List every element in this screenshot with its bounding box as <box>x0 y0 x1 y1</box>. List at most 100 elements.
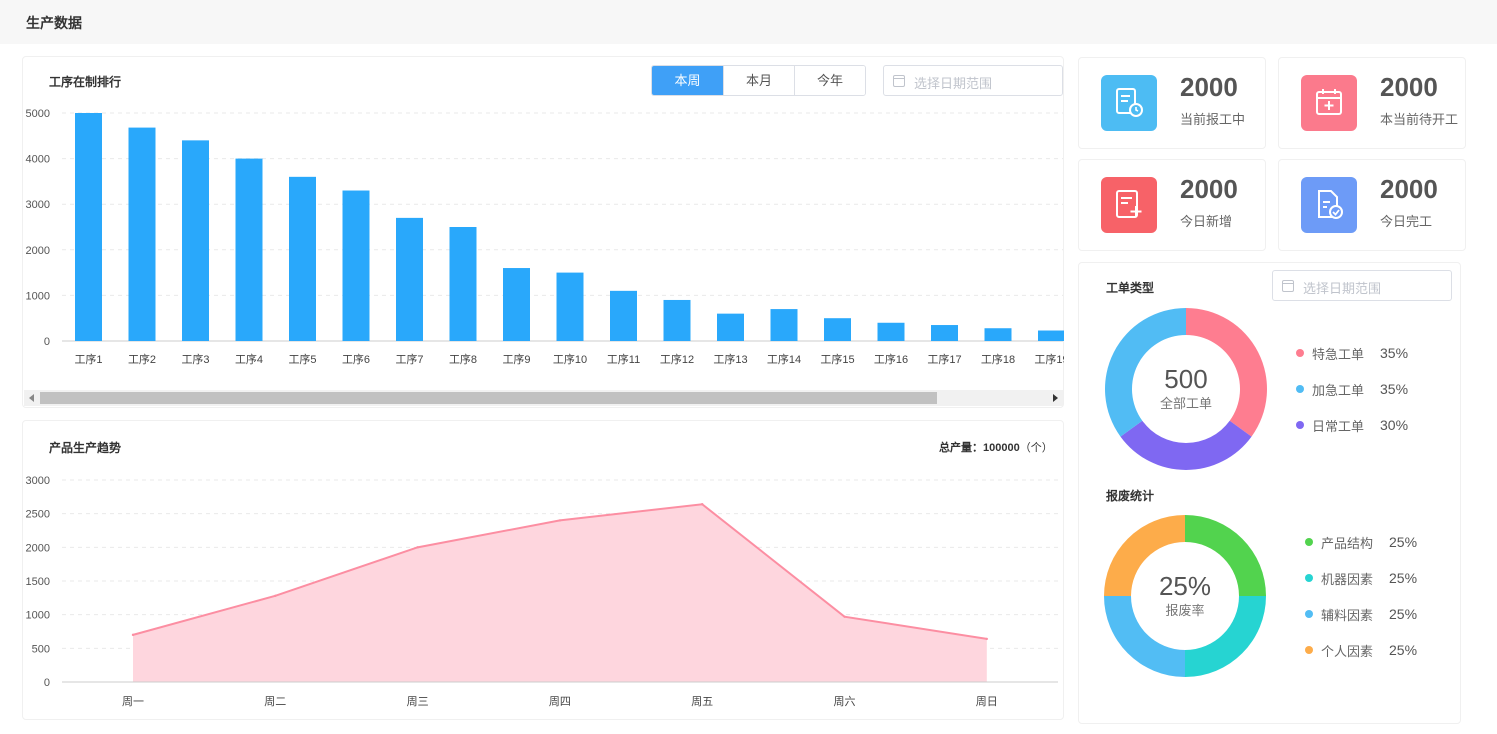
bar <box>1038 330 1064 341</box>
legend-label: 机器因素 <box>1321 571 1374 587</box>
stat-completed-today[interactable]: 2000 今日完工 <box>1278 159 1466 251</box>
trend-title: 产品生产趋势 <box>49 441 122 455</box>
bar <box>449 227 477 341</box>
bar <box>396 217 423 341</box>
donut-slice <box>1185 515 1266 596</box>
calendar-plus-icon <box>1316 89 1342 115</box>
order-type-donut-chart: 500 全部工单 <box>1105 308 1267 470</box>
bar-y-tick-label: 4000 <box>26 154 50 166</box>
bar-y-tick-label: 5000 <box>26 108 50 120</box>
legend-item[interactable]: 个人因素 25% <box>1305 632 1417 668</box>
legend-value: 35% <box>1380 381 1409 397</box>
legend-item[interactable]: 日常工单 30% <box>1296 407 1408 443</box>
legend-label: 产品结构 <box>1321 535 1374 551</box>
bar <box>931 325 958 341</box>
bar <box>770 309 798 341</box>
period-tab-year[interactable]: 今年 <box>794 66 865 95</box>
legend-value: 35% <box>1380 345 1409 361</box>
bar-x-tick-label: 工序3 <box>181 352 209 366</box>
bar <box>289 176 316 341</box>
bar-x-tick-label: 工序7 <box>395 352 423 366</box>
total-output-unit: （个） <box>1019 442 1053 454</box>
bar-x-tick-label: 工序2 <box>128 352 156 366</box>
scroll-right-arrow-icon[interactable] <box>1053 394 1058 402</box>
donut-center-value: 500 <box>1164 364 1207 394</box>
donut-slice <box>1186 308 1267 437</box>
legend-item[interactable]: 机器因素 25% <box>1305 560 1417 596</box>
order-type-legend: 特急工单 35% 加急工单 35% 日常工单 30% <box>1296 335 1408 443</box>
total-output-value: 100000 <box>983 442 1020 454</box>
stat-new-value: 2000 <box>1180 174 1238 204</box>
scrollbar-thumb[interactable] <box>40 392 937 404</box>
trend-card <box>22 420 1064 720</box>
bar-x-tick-label: 工序9 <box>502 352 530 366</box>
total-output-label: 总产量： <box>939 442 983 454</box>
legend-dot-icon <box>1305 646 1313 654</box>
legend-label: 个人因素 <box>1321 643 1374 659</box>
bar-x-tick-label: 工序5 <box>288 352 316 366</box>
date-range-placeholder: 选择日期范围 <box>1303 281 1382 296</box>
legend-value: 25% <box>1389 606 1418 622</box>
stat-new-today[interactable]: 2000 今日新增 <box>1078 159 1266 251</box>
ranking-date-range-input[interactable]: 选择日期范围 <box>883 65 1063 96</box>
stat-new-label: 今日新增 <box>1180 214 1233 229</box>
legend-label: 特急工单 <box>1312 346 1365 362</box>
ranking-bar-chart: 0 1000 2000 3000 4000 5000 工序1 工序2 工序3 工序4 工序5 工序6 工… <box>26 108 1064 366</box>
bar <box>75 113 102 341</box>
bar-x-tick-label: 工序4 <box>235 352 263 366</box>
period-tab-month[interactable]: 本月 <box>723 66 794 95</box>
stat-pending-start[interactable]: 2000 本当前待开工 <box>1278 57 1466 149</box>
document-add-icon <box>1116 190 1142 218</box>
page-header: 生产数据 <box>0 0 1497 44</box>
legend-value: 25% <box>1389 642 1418 658</box>
legend-item[interactable]: 加急工单 35% <box>1296 371 1408 407</box>
legend-dot-icon <box>1305 538 1313 546</box>
document-check-icon <box>1318 190 1343 219</box>
scrap-title: 报废统计 <box>1106 489 1155 503</box>
legend-item[interactable]: 辅料因素 25% <box>1305 596 1417 632</box>
donut-center-value: 25% <box>1159 571 1211 601</box>
bar <box>235 158 263 341</box>
calendar-icon <box>893 75 905 87</box>
donut-center-label: 报废率 <box>1165 603 1204 618</box>
ranking-title: 工序在制排行 <box>49 75 122 89</box>
page-title: 生产数据 <box>26 15 82 31</box>
bar-y-tick-label: 0 <box>44 336 50 348</box>
bar <box>663 299 691 341</box>
stat-completed-icon-box <box>1301 177 1357 233</box>
calendar-icon <box>1282 280 1294 292</box>
legend-item[interactable]: 产品结构 25% <box>1305 524 1417 560</box>
bar <box>556 272 584 341</box>
bar-x-tick-label: 工序6 <box>342 352 370 366</box>
chart-horizontal-scrollbar[interactable] <box>24 390 1063 406</box>
donut-slice <box>1185 596 1266 677</box>
bar <box>984 328 1012 341</box>
bar <box>182 140 209 341</box>
donut-slice <box>1104 596 1185 677</box>
date-range-placeholder: 选择日期范围 <box>914 76 993 91</box>
stat-reporting[interactable]: 2000 当前报工中 <box>1078 57 1266 149</box>
legend-label: 加急工单 <box>1312 382 1365 398</box>
bar-x-tick-label: 工序14 <box>767 352 801 366</box>
bar-x-tick-label: 工序17 <box>927 352 961 366</box>
order-type-date-range-input[interactable]: 选择日期范围 <box>1272 270 1452 301</box>
bar-x-tick-label: 工序19 <box>1034 352 1064 366</box>
stat-reporting-label: 当前报工中 <box>1180 112 1246 127</box>
bar-y-tick-label: 1000 <box>26 290 50 302</box>
bar <box>824 318 851 341</box>
donut-slice <box>1105 308 1186 437</box>
legend-dot-icon <box>1296 349 1304 357</box>
legend-item[interactable]: 特急工单 35% <box>1296 335 1408 371</box>
donut-center-label: 全部工单 <box>1160 396 1212 411</box>
bar <box>503 268 530 341</box>
legend-value: 25% <box>1389 534 1418 550</box>
period-switch: 本周 本月 今年 <box>651 65 866 96</box>
period-tab-week[interactable]: 本周 <box>652 66 723 95</box>
bar-x-tick-label: 工序12 <box>660 352 694 366</box>
stat-completed-value: 2000 <box>1380 174 1438 204</box>
bar-x-tick-label: 工序11 <box>607 352 640 366</box>
scroll-left-arrow-icon[interactable] <box>29 394 34 402</box>
bar <box>877 322 905 341</box>
report-clock-icon <box>1116 88 1143 117</box>
donut-slice <box>1104 515 1185 596</box>
